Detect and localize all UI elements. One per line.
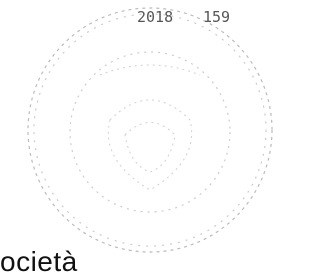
- stamp-scan: 2018 159: [0, 0, 291, 277]
- emblem: [100, 65, 200, 190]
- emblem-shape: [108, 100, 191, 190]
- stamp-year: 2018: [137, 8, 173, 26]
- inner-ring: [70, 52, 230, 212]
- stamp-number: 159: [203, 8, 230, 26]
- footer-text: ocietà: [0, 246, 78, 278]
- emblem-detail: [125, 123, 175, 173]
- outer-ring: [28, 8, 272, 252]
- emblem-arc: [100, 65, 200, 75]
- outer-ring-inner: [34, 14, 266, 246]
- stamp-rings: [28, 8, 272, 252]
- page: 2018 159 ocietà (() => { const data = JS…: [0, 0, 291, 277]
